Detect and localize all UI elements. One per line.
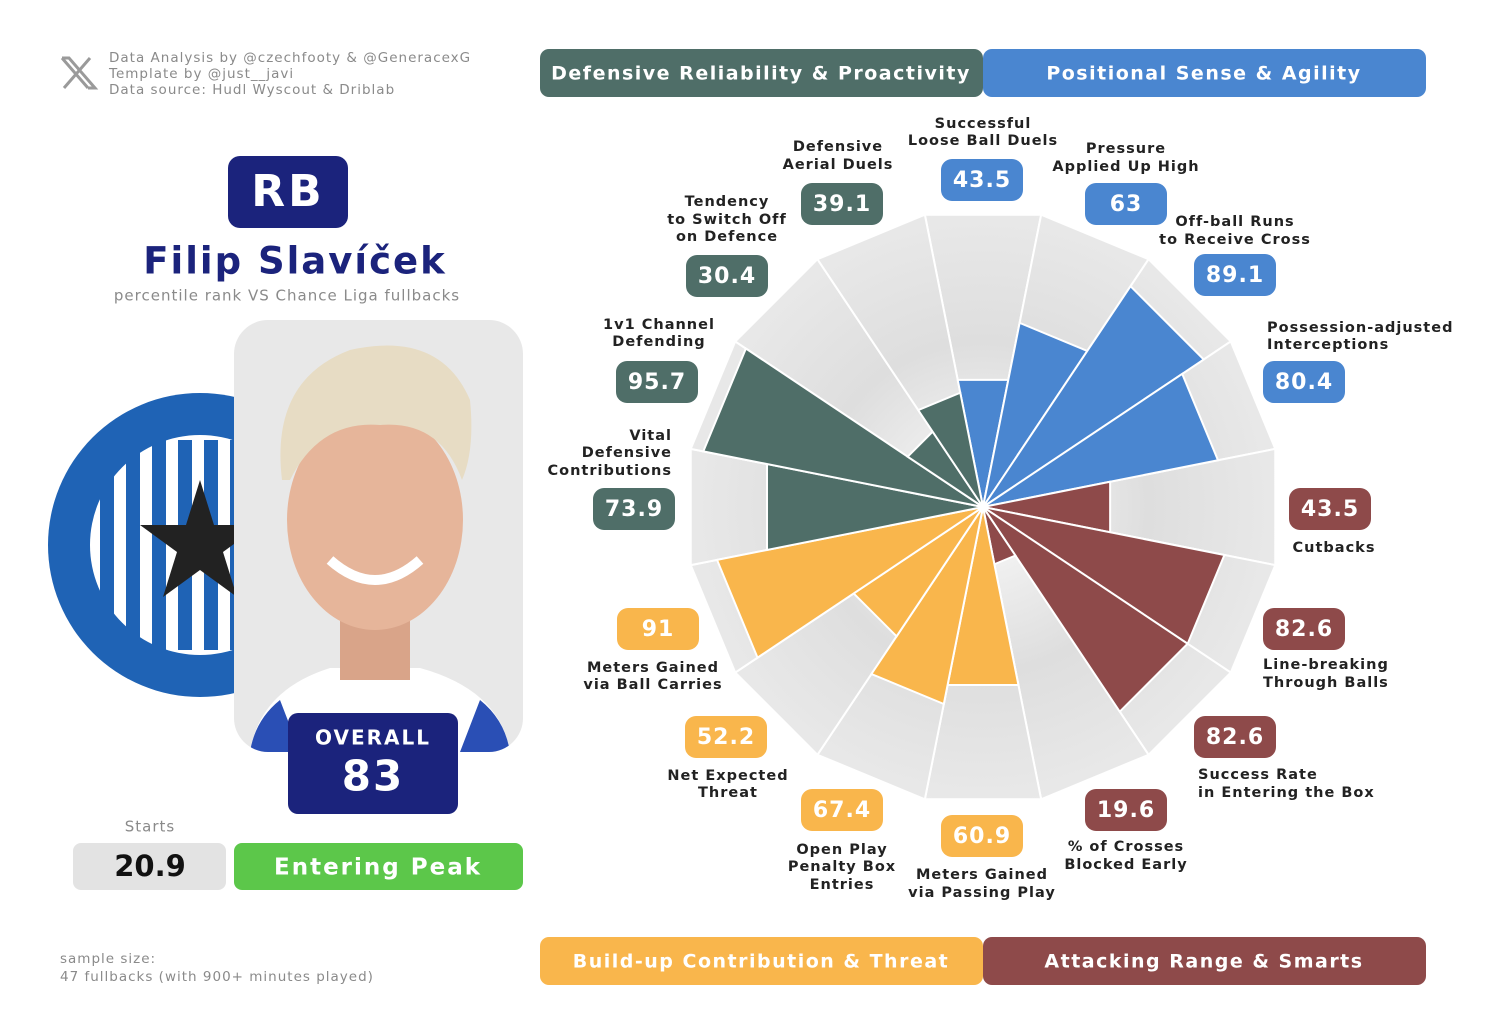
metric-label: to Receive Cross	[1159, 232, 1311, 248]
slice	[916, 391, 984, 508]
metric-label: % of Crosses	[1068, 839, 1184, 855]
slice	[701, 347, 984, 508]
metric-label: via Passing Play	[908, 885, 1056, 901]
metric-label: Off-ball Runs	[1175, 214, 1294, 230]
metric-label: Possession-adjusted	[1267, 320, 1453, 336]
stage: Entering Peak	[274, 855, 482, 881]
metric-label: Defending	[612, 334, 705, 350]
value-pill	[1194, 254, 1276, 296]
metric-label: Defensive	[582, 445, 672, 461]
metric-label: Aerial Duels	[783, 157, 894, 173]
starts-box	[73, 843, 226, 890]
value-label: 82.6	[1206, 725, 1264, 750]
metric-label: Success Rate	[1198, 767, 1318, 783]
value-label: 19.6	[1097, 798, 1155, 823]
group-title: Attacking Range & Smarts	[1044, 951, 1363, 973]
value-label: 43.5	[1301, 497, 1359, 522]
metric-label: Loose Ball Duels	[908, 133, 1058, 149]
value-label: 67.4	[813, 798, 871, 823]
sample-note: sample size:	[60, 951, 156, 967]
starts-value: 20.9	[114, 849, 186, 883]
value-pill	[685, 716, 767, 758]
credit: Data source: Hudl Wyscout & Driblab	[109, 82, 395, 98]
metric-label: on Defence	[676, 229, 778, 245]
value-pill	[1263, 608, 1345, 650]
value-label: 91	[642, 617, 675, 642]
value-pill	[1194, 716, 1276, 758]
group-header	[983, 937, 1426, 985]
metric-label: Vital	[629, 428, 672, 444]
x-logo	[60, 56, 99, 90]
value-pill	[617, 608, 699, 650]
value-label: 30.4	[698, 264, 756, 289]
value-pill	[616, 361, 698, 403]
metric-label: Cutbacks	[1293, 540, 1376, 556]
sample-note: 47 fullbacks (with 900+ minutes played)	[60, 969, 374, 985]
group-header	[983, 49, 1426, 97]
group-title: Defensive Reliability & Proactivity	[551, 63, 971, 85]
metric-label: Applied Up High	[1052, 159, 1199, 175]
metric-label: Threat	[698, 785, 758, 801]
value-label: 95.7	[628, 370, 686, 395]
metric-label: Meters Gained	[587, 660, 719, 676]
metric-label: Successful	[935, 116, 1032, 132]
value-pill	[941, 159, 1023, 201]
overall-badge	[288, 713, 458, 814]
slice	[982, 506, 1190, 714]
value-label: 52.2	[697, 725, 755, 750]
value-pill	[801, 789, 883, 831]
metric-label: Through Balls	[1263, 675, 1389, 691]
metric-label: 1v1 Channel	[603, 317, 715, 333]
value-pill	[941, 815, 1023, 857]
group-title: Positional Sense & Agility	[1046, 63, 1361, 85]
metric-label: Meters Gained	[916, 867, 1048, 883]
group-header	[540, 937, 983, 985]
value-pill	[1263, 361, 1345, 403]
metric-label: Entries	[810, 877, 875, 893]
value-label: 60.9	[953, 824, 1011, 849]
value-label: 63	[1110, 192, 1143, 217]
metric-label: Pressure	[1086, 141, 1166, 157]
metric-label: to Switch Off	[667, 212, 787, 228]
player-photo	[234, 320, 523, 752]
metric-label: Net Expected	[667, 768, 788, 784]
value-label: 39.1	[813, 192, 871, 217]
subtitle: percentile rank VS Chance Liga fullbacks	[114, 287, 460, 305]
position-badge	[228, 156, 348, 228]
metric-label: Tendency	[685, 194, 770, 210]
player-name: Filip Slavíček	[143, 240, 446, 283]
metric-label: Contributions	[548, 463, 673, 479]
metric-label: Penalty Box	[788, 859, 896, 875]
metric-label: Interceptions	[1267, 337, 1389, 353]
metric-label: Blocked Early	[1064, 857, 1187, 873]
metric-label: in Entering the Box	[1198, 785, 1375, 801]
value-pill	[1289, 488, 1371, 530]
metric-label: Line-breaking	[1263, 657, 1389, 673]
metric-label: via Ball Carries	[583, 677, 722, 693]
starts-label: Starts	[125, 818, 175, 836]
group-header	[540, 49, 983, 97]
value-pill	[1085, 183, 1167, 225]
stage-box	[234, 843, 523, 890]
value-pill	[593, 488, 675, 530]
overall-label: OVERALL	[315, 726, 431, 750]
position: RB	[251, 166, 324, 217]
value-label: 80.4	[1275, 370, 1333, 395]
credit: Data Analysis by @czechfooty & @Generace…	[109, 50, 471, 66]
credit: Template by @just__javi	[108, 66, 294, 82]
group-title: Build-up Contribution & Threat	[573, 951, 950, 973]
overall-value: 83	[342, 752, 404, 801]
metric-label: Defensive	[793, 139, 883, 155]
value-label: 43.5	[953, 168, 1011, 193]
value-pill	[686, 255, 768, 297]
metric-label: Open Play	[796, 842, 887, 858]
value-pill	[1085, 789, 1167, 831]
value-pill	[801, 183, 883, 225]
value-label: 73.9	[605, 497, 663, 522]
value-label: 82.6	[1275, 617, 1333, 642]
value-label: 89.1	[1206, 263, 1264, 288]
